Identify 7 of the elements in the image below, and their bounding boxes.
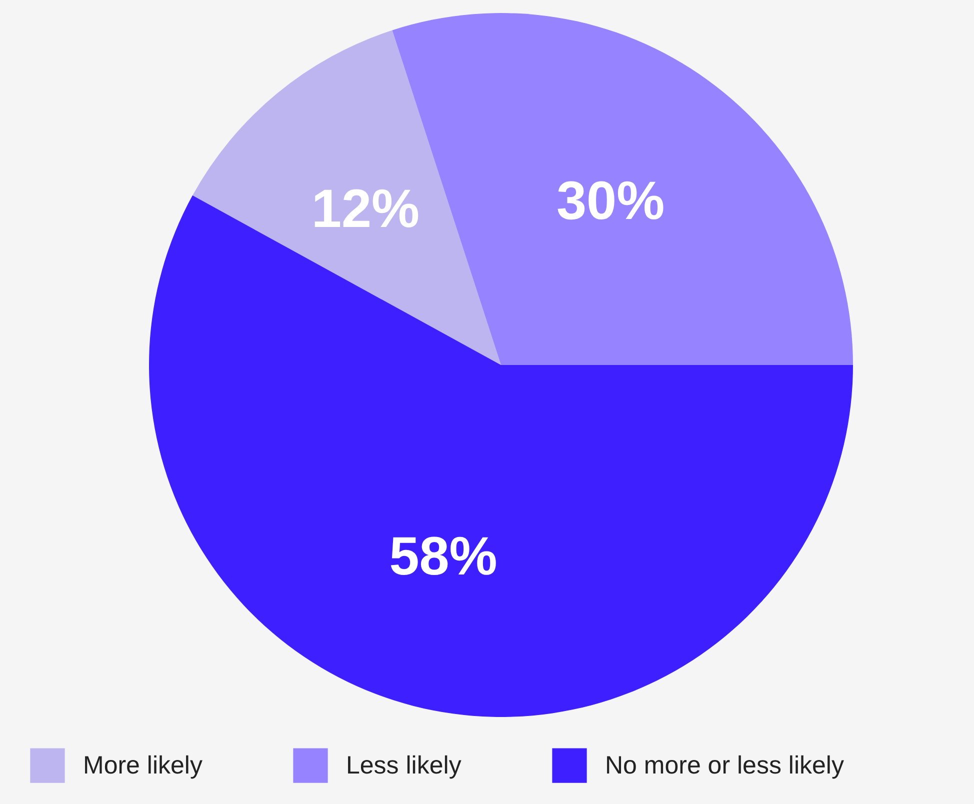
data-label: 30% (556, 171, 665, 232)
pie-slice (192, 30, 501, 365)
legend-label: More likely (83, 752, 203, 780)
legend-label: Less likely (346, 752, 462, 780)
data-label: 12% (311, 178, 420, 239)
data-label: 58% (389, 526, 498, 587)
legend-label: No more or less likely (605, 752, 844, 780)
